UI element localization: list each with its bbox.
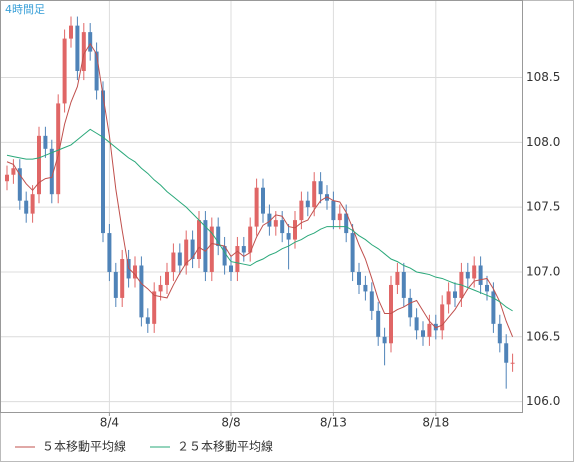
candle-body [49, 148, 54, 195]
candle-body [382, 336, 387, 344]
candle-body [485, 284, 489, 292]
candle-body [62, 38, 67, 104]
candle-body [267, 213, 272, 227]
candle-body [158, 284, 163, 292]
candle-body [101, 90, 105, 234]
candle-body [235, 246, 240, 272]
candle-body [152, 291, 157, 324]
candle-body [376, 310, 381, 337]
chart-title: 4時間足 [5, 3, 45, 16]
candle-body [222, 246, 227, 266]
candle-body [75, 25, 80, 72]
x-tick-label: 8/13 [320, 416, 347, 430]
candle-body [88, 32, 93, 52]
candle-body [337, 213, 342, 221]
x-tick-label: 8/8 [221, 416, 240, 430]
candle-body [177, 252, 182, 266]
candle-body [139, 265, 144, 318]
candle-body [120, 259, 125, 298]
candle-body [145, 317, 150, 324]
candle-body [133, 265, 137, 279]
candle-body [465, 271, 470, 279]
candle-body [363, 284, 368, 292]
candle-body [190, 239, 195, 260]
candle-body [184, 239, 189, 266]
candle-body [491, 291, 496, 324]
candle-body [241, 246, 246, 253]
y-tick-label: 106.0 [526, 394, 560, 408]
candle-body [389, 284, 393, 344]
candle-body [478, 265, 483, 285]
candle-body [504, 343, 509, 363]
candle-body [254, 187, 259, 227]
candle-body [56, 103, 61, 195]
candle-body [37, 135, 41, 195]
candle-body [273, 220, 278, 227]
candle-body [229, 265, 233, 272]
candle-body [24, 200, 29, 214]
candle-body [43, 135, 48, 149]
candle-body [427, 323, 432, 337]
candle-body [344, 213, 349, 234]
x-tick-label: 8/18 [422, 416, 449, 430]
candle-body [350, 233, 355, 272]
candle-body [94, 51, 99, 91]
candle-body [357, 271, 361, 285]
candle-body [261, 187, 265, 214]
candle-body [293, 220, 297, 240]
candle-body [510, 362, 515, 364]
candle-body [280, 220, 285, 234]
candle-body [165, 271, 169, 285]
candle-body [171, 252, 176, 272]
plot-area [0, 0, 523, 413]
candle-body [369, 291, 374, 311]
candle-body [421, 330, 425, 337]
candle-body [248, 226, 253, 253]
candle-body [203, 220, 208, 272]
candle-body [325, 194, 329, 201]
candle-body [318, 181, 323, 195]
candle-body [395, 271, 400, 285]
candle-body [472, 265, 477, 279]
candle-body [209, 226, 214, 272]
y-tick-label: 108.0 [526, 135, 560, 149]
candle-body [197, 220, 201, 260]
candle-body [113, 271, 118, 298]
candle-body [216, 226, 221, 247]
candle-body [5, 174, 9, 182]
candle-body [414, 317, 419, 331]
y-tick-label: 107.5 [526, 200, 560, 214]
candle-body [17, 168, 22, 201]
y-tick-label: 106.5 [526, 329, 560, 343]
y-tick-label: 107.0 [526, 264, 560, 278]
candle-body [11, 168, 16, 175]
candle-body [446, 291, 451, 305]
ma-line [6, 128, 513, 312]
candle-body [305, 200, 310, 208]
candle-body [312, 181, 317, 208]
y-tick-label: 108.5 [526, 70, 560, 84]
candle-body [401, 271, 406, 298]
candle-body [69, 25, 73, 39]
candle-body [331, 200, 336, 221]
candle-body [299, 200, 304, 221]
ma-line [6, 42, 514, 337]
candle-body [497, 323, 502, 344]
legend: ５本移動平均線 ２５本移動平均線 [15, 439, 273, 454]
x-tick-label: 8/4 [100, 416, 119, 430]
candle-body [30, 194, 35, 214]
candle-body [408, 297, 413, 318]
legend-label: ５本移動平均線 [42, 439, 126, 454]
candle-body [81, 32, 86, 72]
candle-body [440, 304, 445, 331]
candle-body [286, 233, 291, 240]
legend-label: ２５本移動平均線 [177, 439, 273, 454]
candle-body [453, 291, 457, 298]
candle-body [107, 233, 112, 272]
